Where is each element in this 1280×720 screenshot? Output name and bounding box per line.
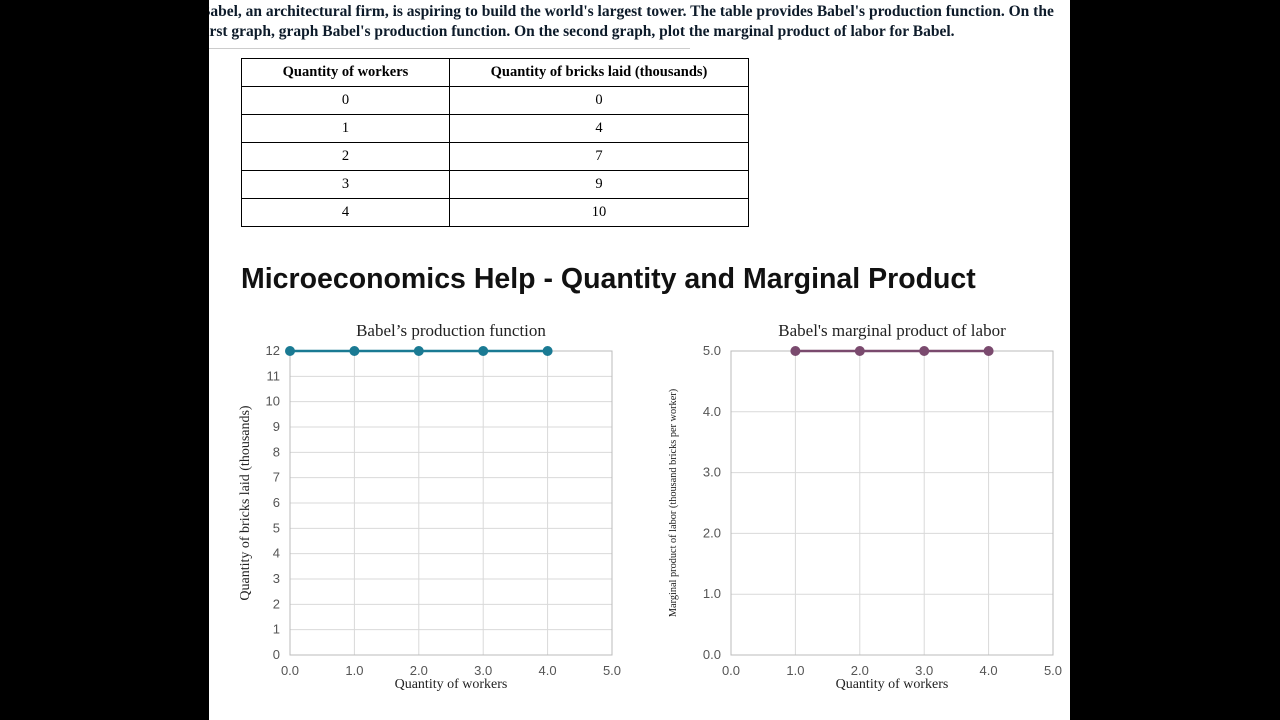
svg-text:2.0: 2.0 (851, 663, 869, 678)
svg-text:3.0: 3.0 (703, 465, 721, 480)
svg-text:4.0: 4.0 (539, 663, 557, 678)
svg-text:1.0: 1.0 (703, 586, 721, 601)
svg-text:2.0: 2.0 (703, 525, 721, 540)
svg-text:8: 8 (273, 444, 280, 459)
svg-text:0.0: 0.0 (703, 647, 721, 662)
svg-text:2.0: 2.0 (410, 663, 428, 678)
svg-text:1.0: 1.0 (786, 663, 804, 678)
svg-text:11: 11 (267, 368, 281, 383)
svg-text:5.0: 5.0 (703, 343, 721, 358)
svg-text:12: 12 (266, 343, 280, 358)
svg-text:Marginal product of labor (tho: Marginal product of labor (thousand bric… (668, 389, 679, 617)
svg-text:10: 10 (266, 394, 280, 409)
svg-text:4.0: 4.0 (980, 663, 998, 678)
svg-text:2: 2 (273, 596, 280, 611)
svg-text:Quantity of workers: Quantity of workers (836, 677, 949, 692)
svg-text:Quantity of bricks laid (thous: Quantity of bricks laid (thousands) (238, 405, 253, 601)
svg-text:3.0: 3.0 (915, 663, 933, 678)
svg-text:5.0: 5.0 (1044, 663, 1062, 678)
svg-text:0: 0 (273, 647, 280, 662)
svg-text:Babel's marginal product of la: Babel's marginal product of labor (778, 321, 1006, 340)
svg-text:4: 4 (273, 546, 280, 561)
svg-text:4.0: 4.0 (703, 404, 721, 419)
svg-text:3: 3 (273, 571, 280, 586)
svg-text:1: 1 (273, 622, 280, 637)
svg-text:Quantity of workers: Quantity of workers (395, 677, 508, 692)
svg-text:0.0: 0.0 (281, 663, 299, 678)
svg-text:6: 6 (273, 495, 280, 510)
svg-text:7: 7 (273, 470, 280, 485)
svg-text:Babel’s production function: Babel’s production function (356, 321, 546, 340)
svg-text:5.0: 5.0 (603, 663, 621, 678)
svg-text:5: 5 (273, 520, 280, 535)
svg-text:0.0: 0.0 (722, 663, 740, 678)
svg-text:1.0: 1.0 (345, 663, 363, 678)
svg-text:3.0: 3.0 (474, 663, 492, 678)
svg-text:9: 9 (273, 419, 280, 434)
